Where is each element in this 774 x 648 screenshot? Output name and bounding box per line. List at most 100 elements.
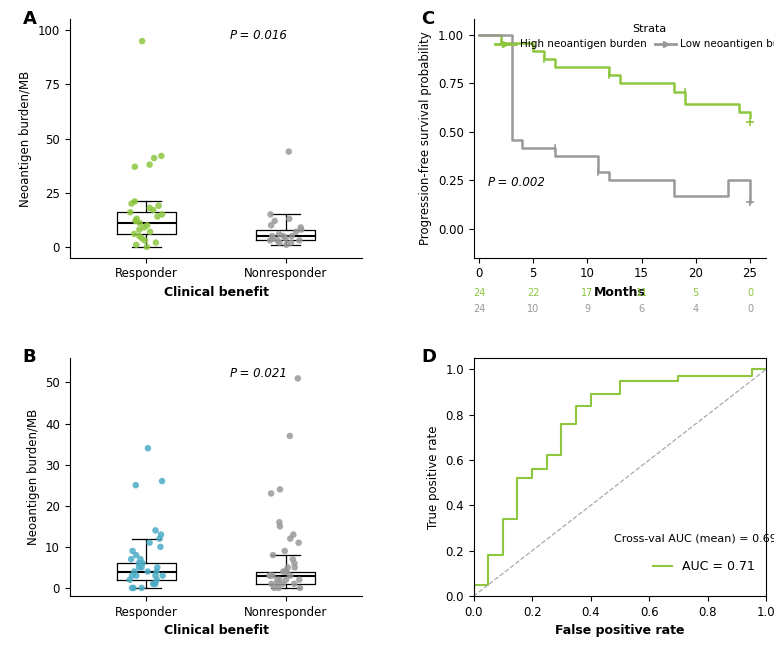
Point	[133, 562, 146, 573]
Point	[141, 242, 153, 252]
Text: Cross-val AUC (mean) = 0.69: Cross-val AUC (mean) = 0.69	[614, 534, 774, 544]
Point	[274, 484, 286, 494]
Point	[156, 570, 169, 581]
Point	[269, 216, 281, 226]
Point	[152, 201, 165, 211]
Point	[279, 546, 291, 556]
Point	[143, 203, 156, 213]
Point	[266, 231, 279, 241]
Point	[154, 542, 166, 552]
Point	[151, 575, 163, 585]
Point	[129, 216, 142, 226]
Point	[156, 151, 168, 161]
Point	[280, 240, 293, 250]
Point	[155, 529, 167, 540]
X-axis label: Clinical benefit: Clinical benefit	[163, 286, 269, 299]
Point	[286, 554, 299, 564]
Point	[130, 240, 142, 250]
Point	[287, 529, 300, 540]
Text: 24: 24	[473, 288, 485, 298]
Point	[142, 443, 154, 454]
Point	[153, 533, 166, 544]
Point	[293, 575, 306, 585]
Point	[133, 231, 146, 241]
Point	[128, 196, 141, 207]
Point	[288, 579, 300, 589]
Legend: AUC = 0.71: AUC = 0.71	[649, 555, 760, 578]
Point	[280, 566, 293, 577]
Point	[295, 224, 307, 235]
Text: 22: 22	[527, 288, 539, 298]
Point	[279, 575, 292, 585]
Point	[266, 570, 279, 581]
Point	[128, 229, 140, 239]
Point	[143, 538, 156, 548]
Point	[268, 583, 280, 593]
X-axis label: False positive rate: False positive rate	[555, 625, 685, 638]
Point	[284, 533, 296, 544]
Point	[264, 235, 276, 246]
Point	[277, 566, 289, 577]
Point	[273, 517, 286, 527]
Point	[295, 222, 307, 233]
Point	[283, 146, 295, 157]
Text: 0: 0	[747, 303, 753, 314]
Point	[126, 570, 139, 581]
Point	[272, 235, 284, 246]
Point	[126, 546, 139, 556]
Point	[141, 220, 153, 231]
Point	[125, 198, 138, 209]
Point	[274, 521, 286, 531]
Point	[285, 237, 297, 248]
Point	[128, 161, 141, 172]
Point	[132, 558, 145, 568]
Point	[138, 222, 150, 233]
Point	[271, 575, 283, 585]
Point	[273, 237, 286, 248]
Point	[270, 579, 283, 589]
Point	[148, 579, 160, 589]
Point	[134, 554, 146, 564]
Point	[156, 209, 168, 220]
Point	[129, 216, 142, 226]
Y-axis label: Neoantigen burden/MB: Neoantigen burden/MB	[19, 71, 33, 207]
Point	[148, 153, 160, 163]
Point	[273, 229, 286, 239]
Point	[136, 36, 149, 46]
Y-axis label: True positive rate: True positive rate	[426, 425, 440, 529]
Point	[286, 231, 298, 241]
Text: A: A	[22, 10, 36, 28]
Point	[272, 583, 285, 593]
Text: 17: 17	[581, 288, 594, 298]
Point	[292, 373, 304, 384]
Point	[134, 218, 146, 228]
Point	[278, 231, 290, 241]
Text: 5: 5	[693, 288, 699, 298]
Point	[293, 235, 306, 246]
Text: P = 0.002: P = 0.002	[488, 176, 545, 189]
Point	[142, 566, 154, 577]
Text: 24: 24	[473, 303, 485, 314]
Point	[279, 566, 292, 577]
Point	[150, 566, 163, 577]
Text: C: C	[421, 10, 434, 28]
Text: 4: 4	[693, 303, 699, 314]
X-axis label: Clinical benefit: Clinical benefit	[163, 625, 269, 638]
Point	[126, 583, 139, 593]
Point	[139, 235, 151, 246]
Text: 9: 9	[584, 303, 591, 314]
Text: 10: 10	[527, 303, 539, 314]
Point	[130, 570, 142, 581]
Point	[127, 583, 139, 593]
Point	[144, 227, 156, 237]
Point	[135, 562, 148, 573]
Point	[289, 227, 302, 237]
Point	[125, 554, 137, 564]
Text: P = 0.021: P = 0.021	[230, 367, 287, 380]
Point	[135, 583, 148, 593]
Point	[147, 205, 159, 215]
Point	[156, 476, 168, 486]
Point	[282, 562, 294, 573]
Point	[265, 209, 277, 220]
Point	[264, 570, 276, 581]
